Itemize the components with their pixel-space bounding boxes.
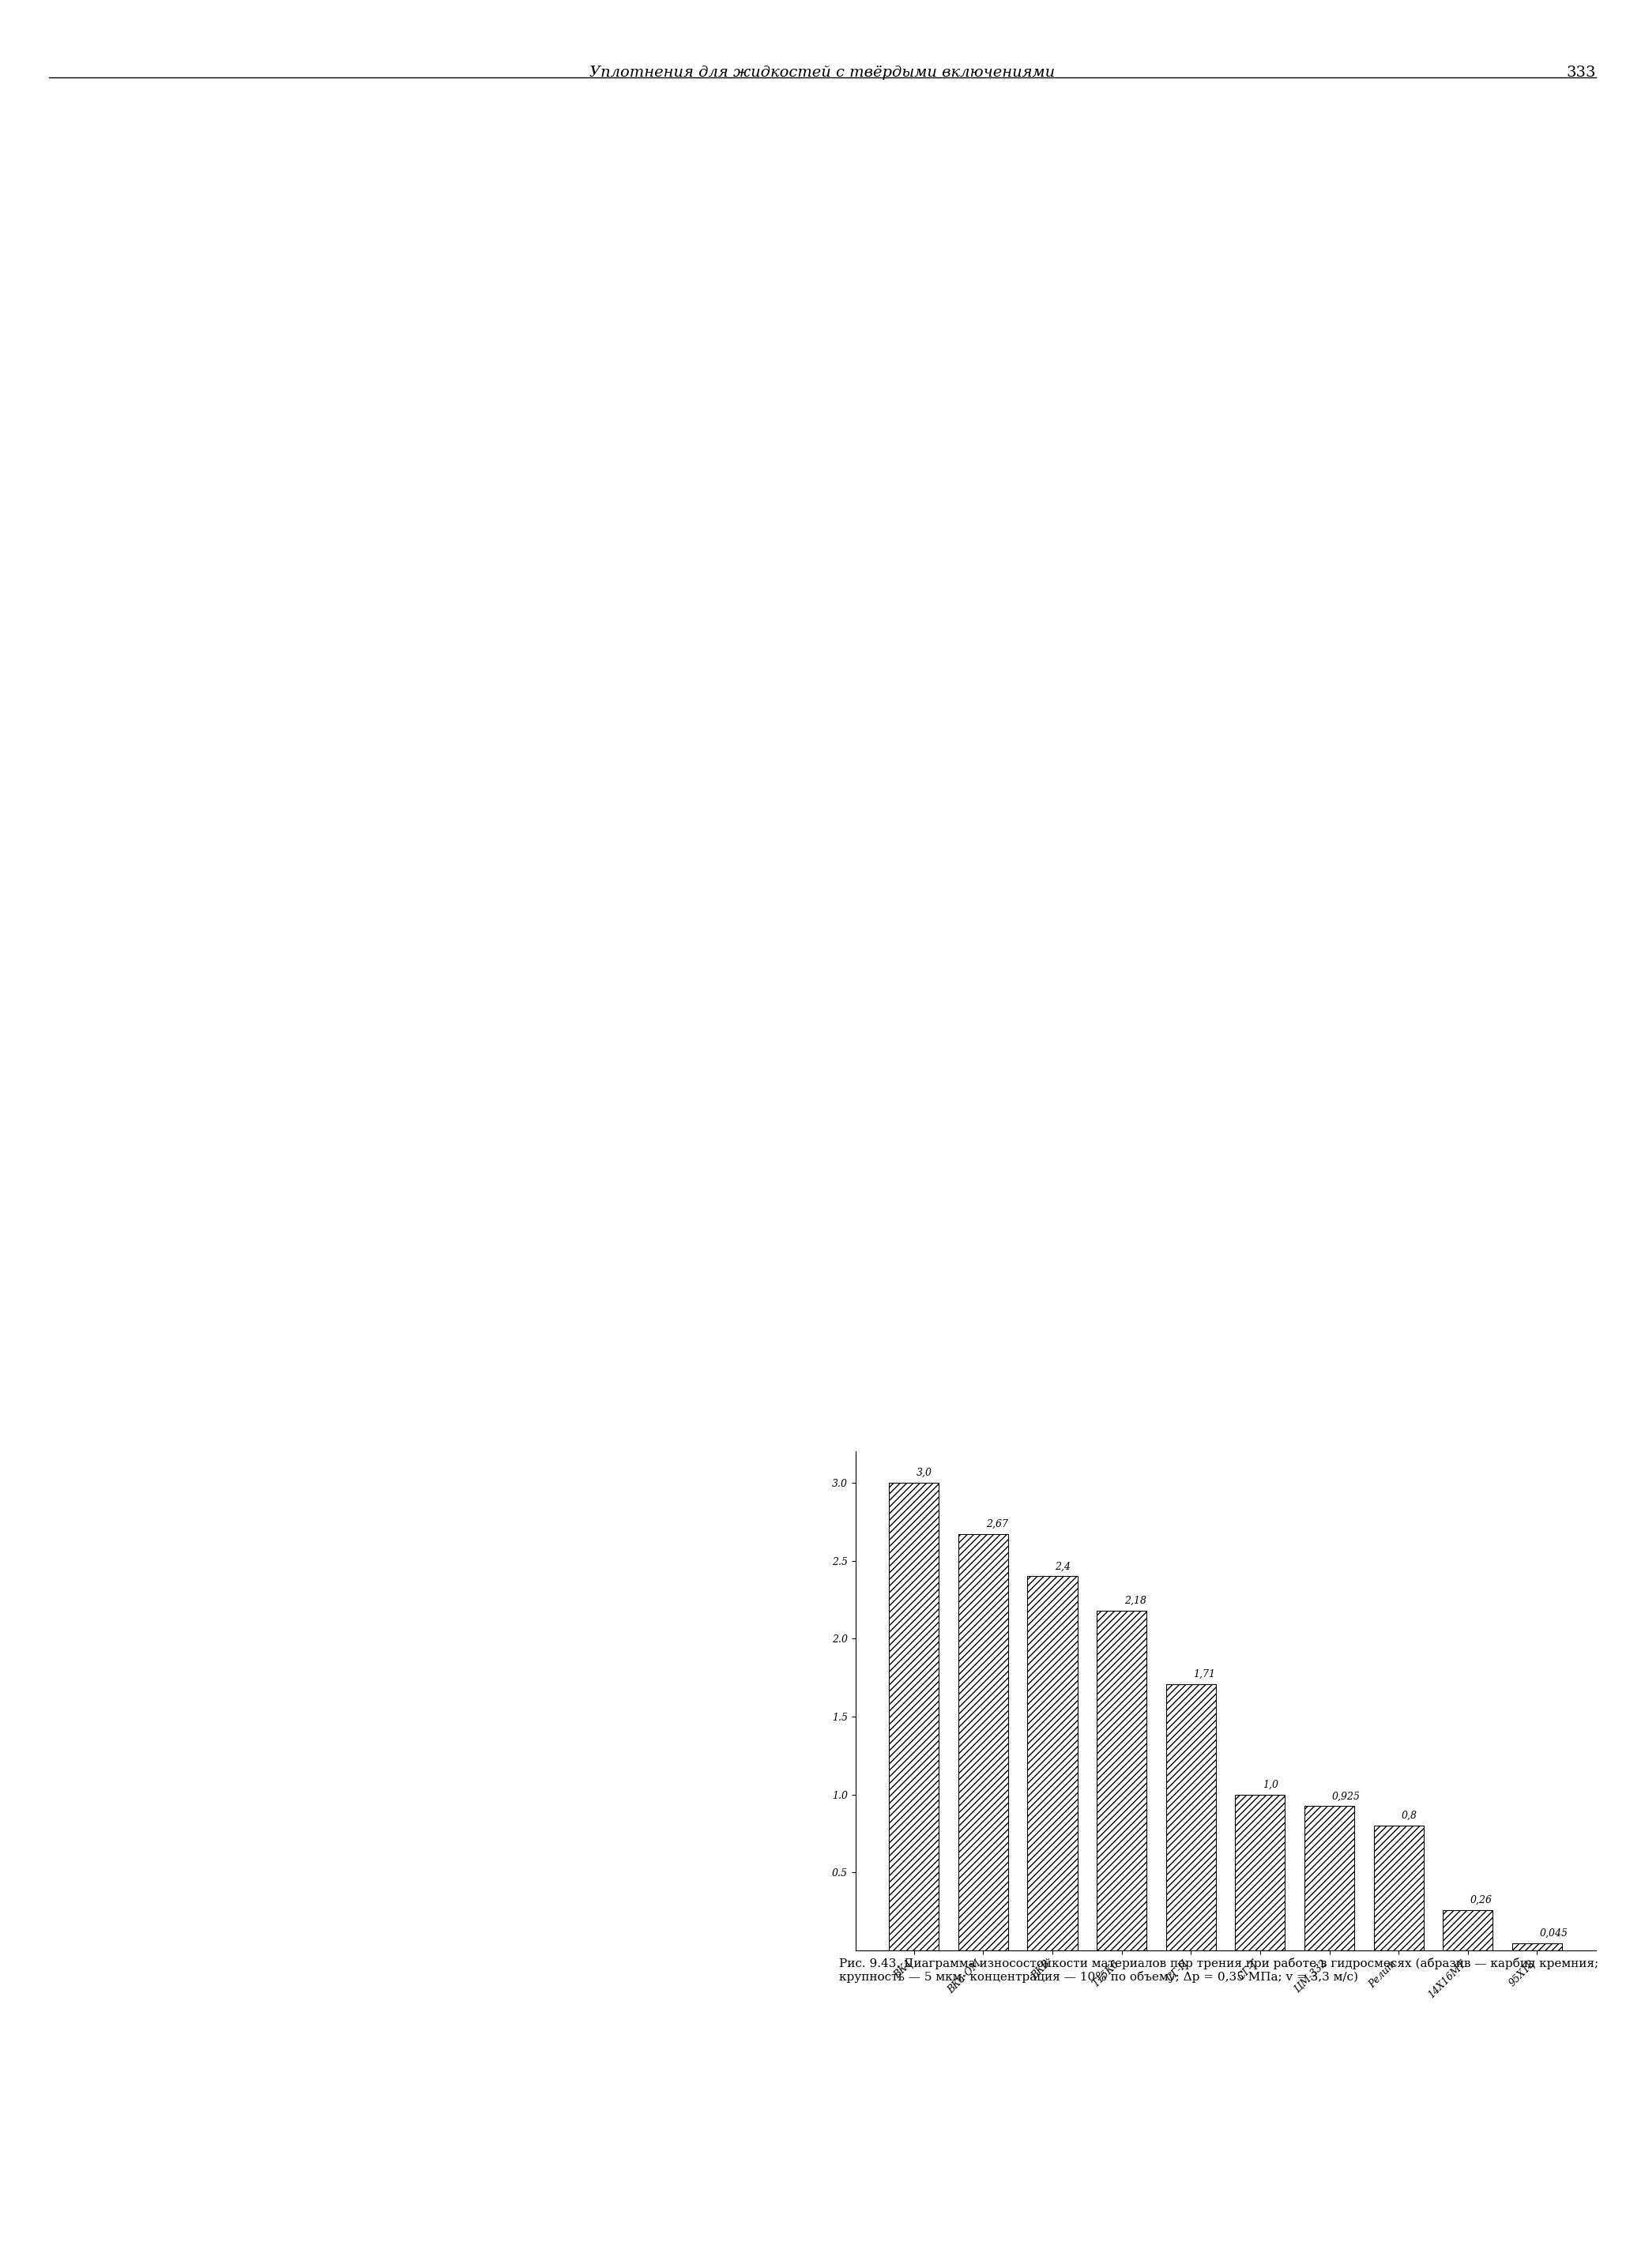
Bar: [1512, 1944, 1563, 1950]
Text: 0,8: 0,8: [1402, 1810, 1416, 1821]
Bar: [1235, 1794, 1285, 1950]
Bar: [959, 1533, 1008, 1950]
Bar: [1097, 1610, 1147, 1950]
Text: Уплотнения для жидкостей с твёрдыми включениями: Уплотнения для жидкостей с твёрдыми вклю…: [591, 66, 1054, 79]
Text: 2,18: 2,18: [1124, 1597, 1147, 1606]
Text: 2,67: 2,67: [985, 1520, 1008, 1529]
Text: 3,0: 3,0: [916, 1467, 933, 1479]
Text: 1,71: 1,71: [1193, 1669, 1216, 1678]
Bar: [1443, 1910, 1492, 1950]
Text: Рис. 9.43. Диаграмма износостойкости материалов пар трения при работе в гидросме: Рис. 9.43. Диаграмма износостойкости мат…: [839, 1957, 1599, 1982]
Text: 0,925: 0,925: [1332, 1792, 1360, 1801]
Bar: [1374, 1826, 1423, 1950]
Text: 1,0: 1,0: [1263, 1780, 1278, 1789]
Bar: [1166, 1683, 1216, 1950]
Bar: [888, 1483, 939, 1950]
Text: 2,4: 2,4: [1054, 1560, 1071, 1572]
Text: 0,045: 0,045: [1540, 1928, 1568, 1939]
Bar: [1028, 1576, 1077, 1950]
Bar: [1304, 1805, 1354, 1950]
Text: 0,26: 0,26: [1471, 1896, 1492, 1905]
Text: 333: 333: [1566, 66, 1596, 79]
